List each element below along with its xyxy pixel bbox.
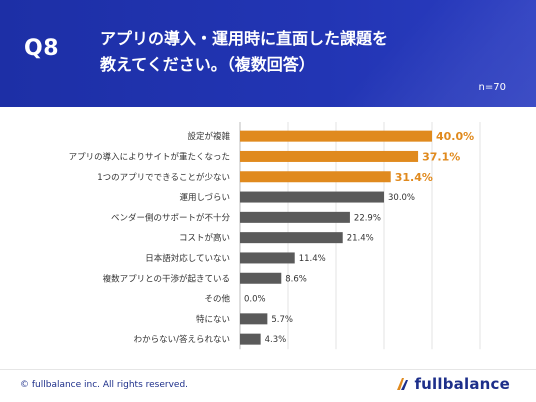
brand-mark-icon (397, 378, 409, 390)
bar (240, 171, 391, 183)
bar (240, 333, 261, 345)
category-label: 1つのアプリでできることが少ない (97, 172, 230, 183)
footer-divider (0, 369, 536, 370)
value-label: 8.6% (285, 274, 307, 284)
value-label: 11.4% (299, 254, 326, 264)
value-label: 21.4% (347, 234, 374, 244)
question-number: Q8 (24, 36, 60, 61)
bar-chart: 設定が複雑 40.0% アプリの導入によりサイトが重たくなった 37.1% 1つのアプリ… (69, 122, 481, 350)
category-label: 特にない (196, 314, 230, 325)
value-label: 0.0% (244, 295, 266, 305)
copyright-text: © fullbalance inc. All rights reserved. (20, 380, 189, 390)
value-label: 31.4% (395, 171, 433, 184)
category-label: 設定が複雑 (187, 131, 230, 142)
value-label: 22.9% (354, 213, 381, 223)
bar (240, 211, 350, 223)
bar (240, 232, 343, 244)
bar (240, 191, 384, 203)
category-label: ベンダー側のサポートが不十分 (111, 212, 231, 223)
category-label: 日本語対応していない (145, 253, 230, 264)
value-label: 4.3% (265, 335, 287, 345)
sample-size: n=70 (478, 82, 506, 93)
bar (240, 313, 268, 325)
question-title-line1: アプリの導入・運用時に直面した課題を (100, 29, 389, 48)
category-label: アプリの導入によりサイトが重たくなった (69, 151, 230, 162)
brand-logo: fullbalance (394, 374, 510, 394)
brand-name: fullbalance (414, 375, 510, 393)
question-title: アプリの導入・運用時に直面した課題を 教えてください。（複数回答） (100, 26, 500, 78)
category-label: わからない/答えられない (134, 334, 230, 345)
bar (240, 272, 282, 284)
question-title-line2: 教えてください。（複数回答） (100, 55, 315, 74)
value-label: 5.7% (271, 315, 293, 325)
question-header: Q8 アプリの導入・運用時に直面した課題を 教えてください。（複数回答） n=7… (0, 0, 536, 107)
category-label: 複数アプリとの干渉が起きている (103, 273, 230, 284)
value-label: 37.1% (422, 150, 460, 163)
value-label: 30.0% (388, 193, 415, 203)
bar (240, 252, 295, 264)
bar (240, 130, 432, 142)
category-label: その他 (204, 294, 230, 305)
value-label: 40.0% (436, 130, 474, 143)
category-label: 運用しづらい (180, 193, 231, 203)
category-label: コストが高い (179, 233, 230, 244)
bar (240, 150, 419, 162)
